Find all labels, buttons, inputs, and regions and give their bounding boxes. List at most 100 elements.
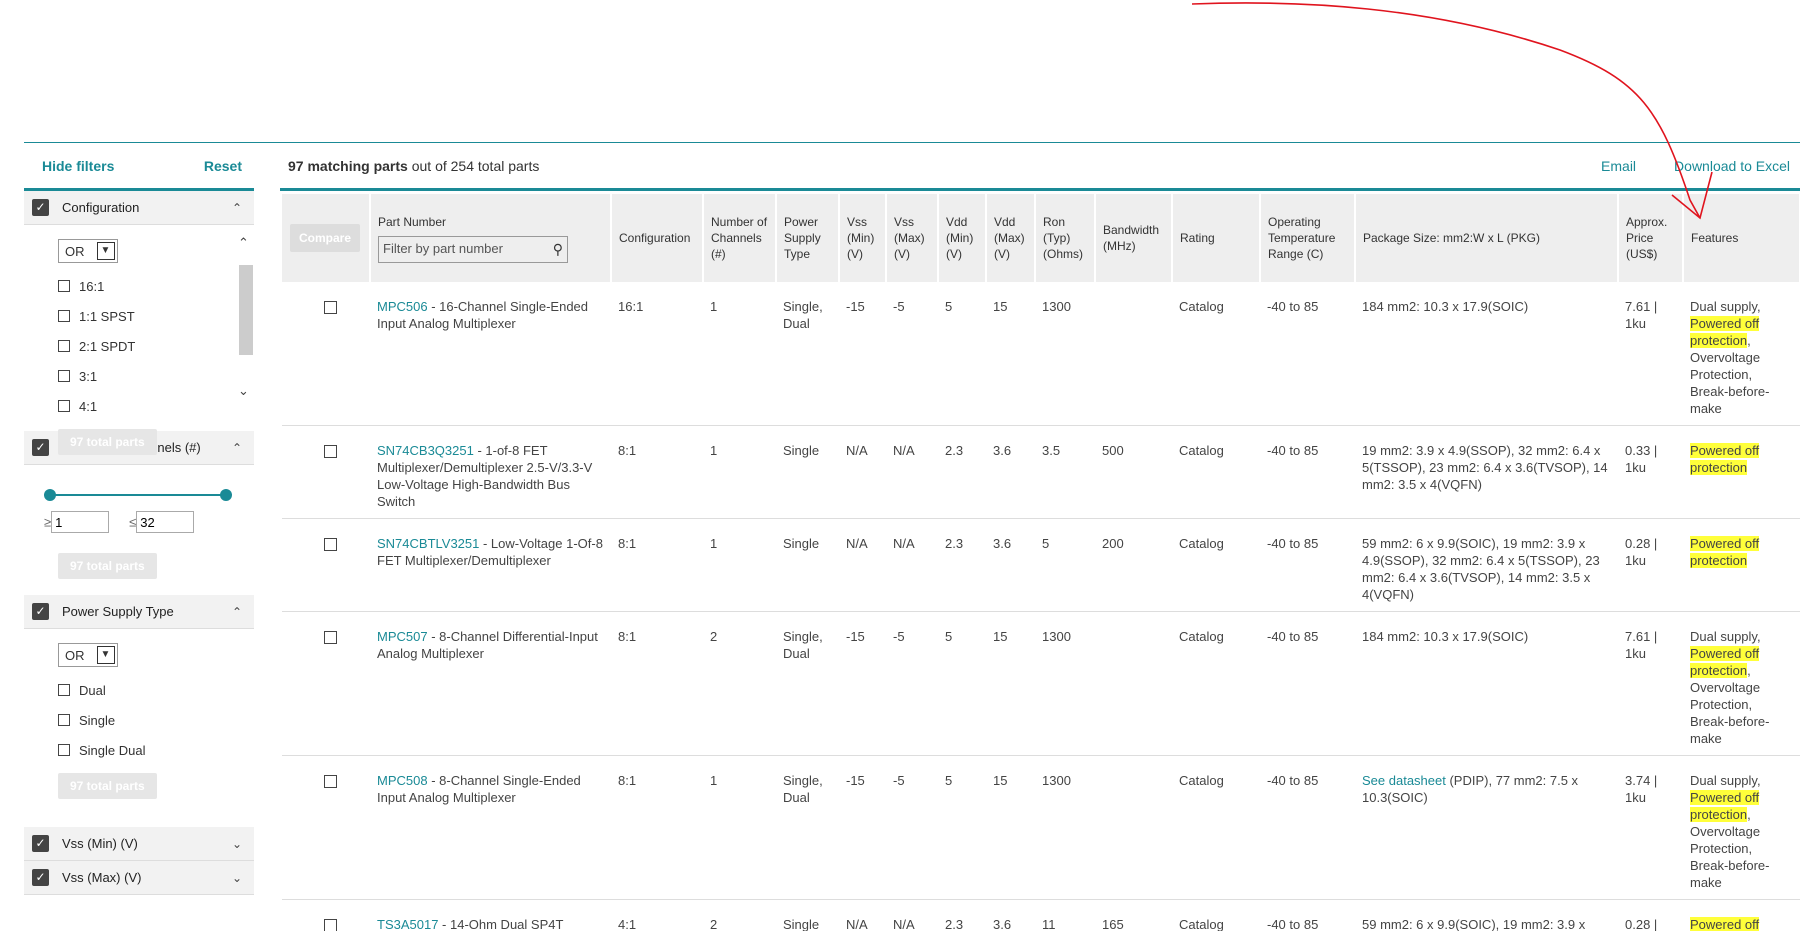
filter-group-vss-max[interactable]: ✓ Vss (Max) (V) ⌄ — [24, 861, 254, 895]
col-vdd-min[interactable]: Vdd (Min) (V) — [938, 194, 987, 282]
cell-config: 4:1 — [611, 899, 703, 931]
part-description: - 16-Channel Single-Ended Input Analog M… — [377, 299, 589, 331]
cell-vssmin: -15 — [839, 611, 886, 756]
reset-link[interactable]: Reset — [203, 157, 242, 174]
total-parts-button[interactable]: 97 total parts — [58, 773, 157, 799]
chevron-up-icon[interactable]: ⌃ — [231, 200, 242, 215]
row-checkbox[interactable] — [324, 919, 337, 931]
filter-group-configuration[interactable]: ✓ Configuration ⌃ — [24, 191, 254, 225]
cell-ch: 1 — [703, 425, 776, 519]
range-slider[interactable] — [44, 485, 232, 505]
option-label: 1:1 SPST — [79, 308, 135, 324]
cell-vssmin: -15 — [839, 755, 886, 900]
operator-select[interactable]: OR ▼ — [58, 643, 118, 667]
slider-min-handle[interactable] — [44, 489, 56, 501]
compare-button[interactable]: Compare — [290, 224, 361, 252]
row-checkbox[interactable] — [324, 301, 337, 314]
filter-group-power-supply[interactable]: ✓ Power Supply Type ⌃ — [24, 595, 254, 629]
search-icon[interactable]: ⚲ — [552, 241, 563, 257]
checkbox[interactable] — [58, 310, 70, 322]
chevron-down-icon[interactable]: ⌄ — [231, 870, 242, 885]
dropdown-arrow-icon[interactable]: ▼ — [96, 242, 115, 260]
checkbox-checked-icon[interactable]: ✓ — [32, 603, 49, 620]
option-label: Single — [79, 712, 116, 728]
cell-ron: 5 — [1035, 518, 1095, 612]
top-rule — [24, 142, 1800, 143]
datasheet-link[interactable]: See datasheet — [1362, 773, 1446, 788]
col-ron[interactable]: Ron (Typ) (Ohms) — [1035, 194, 1096, 282]
col-part-number[interactable]: Part Number Filter by part number ⚲ — [370, 194, 612, 282]
chevron-up-icon[interactable]: ⌃ — [238, 235, 249, 250]
part-number-link[interactable]: MPC506 — [377, 299, 428, 314]
row-checkbox[interactable] — [324, 538, 337, 551]
col-package[interactable]: Package Size: mm2:W x L (PKG) — [1355, 194, 1619, 282]
checkbox-checked-icon[interactable]: ✓ — [32, 835, 49, 852]
col-bandwidth[interactable]: Bandwidth (MHz) — [1095, 194, 1173, 282]
col-temperature[interactable]: Operating Temperature Range (C) — [1260, 194, 1356, 282]
part-number-link[interactable]: SN74CBTLV3251 — [377, 536, 480, 551]
filter-option[interactable]: 16:1 — [58, 271, 254, 301]
options-scrollbar[interactable]: ⌃ ⌄ — [236, 235, 254, 405]
part-number-link[interactable]: SN74CB3Q3251 — [377, 443, 474, 458]
chevron-up-icon[interactable]: ⌃ — [231, 604, 242, 619]
col-configuration[interactable]: Configuration — [611, 194, 704, 282]
download-excel-link[interactable]: Download to Excel — [1674, 157, 1790, 174]
cell-vssmax: N/A — [886, 518, 938, 612]
col-features[interactable]: Features — [1683, 194, 1801, 282]
checkbox[interactable] — [58, 280, 70, 292]
filter-option[interactable]: 2:1 SPDT — [58, 331, 254, 361]
checkbox[interactable] — [58, 714, 70, 726]
chevron-up-icon[interactable]: ⌃ — [231, 440, 242, 455]
max-channels-input[interactable] — [136, 511, 195, 533]
part-number-link[interactable]: MPC507 — [377, 629, 428, 644]
col-power-supply[interactable]: Power Supply Type — [776, 194, 840, 282]
part-filter-input[interactable]: Filter by part number ⚲ — [378, 235, 568, 263]
col-vss-min[interactable]: Vss (Min) (V) — [839, 194, 887, 282]
slider-max-handle[interactable] — [220, 489, 232, 501]
option-label: Single Dual — [79, 742, 146, 758]
email-link[interactable]: Email — [1601, 157, 1637, 174]
table-row: MPC507 - 8-Channel Differential-Input An… — [282, 611, 1800, 756]
min-channels-input[interactable] — [51, 511, 110, 533]
checkbox[interactable] — [58, 340, 70, 352]
row-checkbox[interactable] — [324, 631, 337, 644]
part-number-link[interactable]: TS3A5017 — [377, 917, 439, 931]
chevron-down-icon[interactable]: ⌄ — [231, 836, 242, 851]
checkbox-checked-icon[interactable]: ✓ — [32, 439, 49, 456]
filter-option[interactable]: Single — [58, 705, 254, 735]
part-number-link[interactable]: MPC508 — [377, 773, 428, 788]
part-cell: SN74CB3Q3251 - 1-of-8 FET Multiplexer/De… — [370, 425, 611, 519]
col-channels[interactable]: Number of Channels (#) — [703, 194, 777, 282]
cell-ron: 1300 — [1035, 755, 1095, 900]
filter-option[interactable]: 1:1 SPST — [58, 301, 254, 331]
total-parts-button[interactable]: 97 total parts — [58, 553, 157, 579]
feature-highlight: Powered off protection — [1690, 536, 1760, 568]
checkbox[interactable] — [58, 370, 70, 382]
cell-rating: Catalog — [1172, 518, 1260, 612]
operator-select[interactable]: OR ▼ — [58, 239, 118, 263]
col-rating[interactable]: Rating — [1172, 194, 1261, 282]
total-parts-button[interactable]: 97 total parts — [58, 429, 157, 455]
checkbox[interactable] — [58, 400, 70, 412]
dropdown-arrow-icon[interactable]: ▼ — [96, 646, 115, 664]
col-vdd-max[interactable]: Vdd (Max) (V) — [986, 194, 1036, 282]
row-checkbox[interactable] — [324, 445, 337, 458]
checkbox[interactable] — [58, 684, 70, 696]
filter-group-vss-min[interactable]: ✓ Vss (Min) (V) ⌄ — [24, 827, 254, 861]
scrollbar-thumb[interactable] — [239, 265, 253, 355]
table-header-row: Compare Part Number Filter by part numbe… — [282, 194, 1801, 282]
filter-option[interactable]: Single Dual — [58, 735, 254, 765]
hide-filters-link[interactable]: Hide filters — [42, 157, 115, 174]
checkbox-checked-icon[interactable]: ✓ — [32, 869, 49, 886]
col-price[interactable]: Approx. Price (US$) — [1618, 194, 1684, 282]
col-vss-max[interactable]: Vss (Max) (V) — [886, 194, 939, 282]
filter-option[interactable]: Dual — [58, 675, 254, 705]
row-select-cell — [282, 611, 370, 756]
cell-features: Dual supply, Powered off protection, Ove… — [1683, 611, 1800, 756]
filter-option[interactable]: 3:1 — [58, 361, 254, 391]
row-checkbox[interactable] — [324, 775, 337, 788]
checkbox-checked-icon[interactable]: ✓ — [32, 199, 49, 216]
checkbox[interactable] — [58, 744, 70, 756]
filter-option[interactable]: 4:1 — [58, 391, 254, 421]
chevron-down-icon[interactable]: ⌄ — [238, 383, 249, 398]
